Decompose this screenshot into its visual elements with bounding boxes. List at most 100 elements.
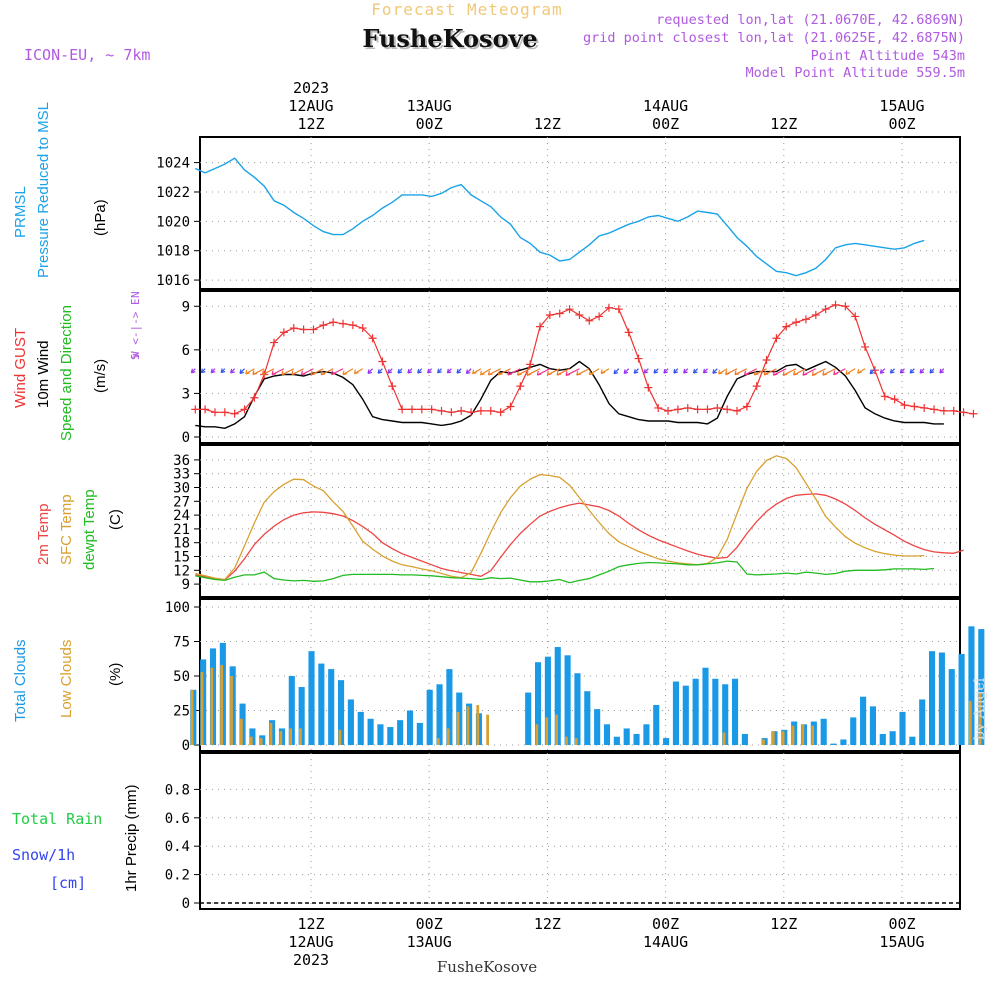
low-cloud-bar: [259, 738, 263, 745]
wind-arrow-head: [320, 370, 326, 376]
temp-label-2: SFC Temp: [58, 494, 75, 565]
low-cloud-bar: [220, 664, 224, 745]
total-cloud-bar: [731, 678, 739, 745]
low-cloud-bar: [978, 692, 982, 745]
wind-arrow-head: [397, 368, 403, 374]
total-cloud-bar: [603, 724, 611, 745]
temp-sfc-line: [195, 455, 925, 581]
total-cloud-bar: [879, 733, 886, 745]
gust-marker: [496, 408, 505, 417]
pressure-frame: [199, 136, 961, 290]
total-cloud-bar: [584, 691, 591, 745]
pressure-ytick-label: 1018: [156, 244, 190, 260]
compass-north: N: [129, 291, 142, 298]
gust-marker: [880, 392, 889, 401]
low-cloud-bar: [545, 717, 549, 745]
total-cloud-bar: [594, 709, 601, 745]
wind-arrow-head: [281, 370, 287, 376]
gust-marker: [220, 408, 229, 417]
wind-arrow-head: [643, 368, 649, 374]
total-cloud-bar: [574, 673, 581, 745]
gust-marker: [289, 324, 298, 333]
total-cloud-bar: [889, 731, 896, 745]
time-label: 00Z: [652, 115, 679, 133]
gust-marker: [920, 403, 929, 412]
total-cloud-bar: [436, 684, 443, 745]
temperature-ytick-label: 30: [173, 481, 190, 497]
wind-arrow-head: [220, 368, 226, 374]
total-cloud-bar: [741, 733, 748, 745]
time-label: 2023: [293, 951, 329, 969]
cloud-panel-labels: Total Clouds Low Clouds (%): [12, 639, 124, 722]
wind-arrow-head: [546, 370, 552, 376]
wind-arrow-head: [261, 370, 267, 376]
low-cloud-bar: [555, 714, 558, 745]
wind-arrow-head: [653, 368, 659, 374]
wind-label-3: Speed and Direction: [58, 305, 75, 441]
low-cloud-bar: [200, 671, 204, 745]
wind-arrow-head: [673, 368, 678, 374]
wind-panel-labels: Wind GUST 10m Wind Speed and Direction (…: [12, 291, 142, 441]
wind-arrow-head: [725, 370, 730, 376]
wind-ytick-label: 3: [182, 386, 190, 402]
gust-marker: [673, 405, 682, 414]
pressure-ytick-label: 1024: [156, 156, 190, 172]
wind-arrow-head: [692, 368, 698, 374]
total-cloud-bar: [850, 717, 857, 745]
wind-arrow-head: [734, 370, 740, 376]
wind-arrow-head: [717, 369, 723, 375]
wind-arrow-head: [342, 370, 348, 376]
gust-marker: [230, 409, 239, 418]
low-cloud-bar: [722, 732, 726, 745]
total-cloud-bar: [613, 736, 620, 745]
info-line-3: Point Altitude 543m: [811, 48, 965, 64]
gust-marker: [930, 405, 939, 414]
info-line-4: Model Point Altitude 559.5m: [746, 65, 965, 81]
total-cloud-bar: [702, 667, 709, 745]
wind-arrow-head: [565, 371, 571, 377]
wind-arrow-head: [822, 370, 827, 376]
total-cloud-bar: [416, 722, 423, 745]
precip-ytick-label: 0.4: [165, 839, 190, 855]
top-title: Forecast Meteogram: [371, 0, 562, 19]
total-cloud-bar: [357, 711, 364, 745]
gust-marker: [427, 405, 436, 414]
time-label: 15AUG: [879, 97, 924, 115]
low-cloud-bar: [269, 722, 273, 745]
gust-marker: [762, 356, 771, 365]
place-title-front: FusheKosove: [362, 24, 537, 53]
gust-marker: [575, 310, 584, 319]
wind-arrow-head: [833, 370, 838, 376]
gust-marker: [939, 406, 948, 415]
wind-arrow-head: [367, 369, 373, 375]
low-cloud-bar: [771, 731, 775, 745]
wind-arrow-head: [526, 371, 532, 376]
gust-marker: [526, 360, 535, 369]
time-label: 00Z: [888, 915, 915, 933]
gust-marker: [792, 318, 801, 327]
precip-legend-snow: Snow/1h: [12, 846, 75, 864]
total-cloud-bar: [948, 669, 955, 745]
wind-arrow-head: [899, 368, 905, 374]
wind-arrow-head: [252, 370, 258, 376]
low-cloud-bar: [801, 724, 805, 745]
cloud-label-2: Low Clouds: [58, 640, 75, 718]
gust-marker: [358, 324, 367, 333]
wind-arrow-head: [230, 368, 235, 374]
gust-marker: [782, 322, 791, 331]
gust-marker: [644, 383, 653, 392]
low-cloud-bar: [762, 739, 765, 745]
wind-ytick-label: 0: [182, 430, 190, 446]
gust-marker: [959, 408, 968, 417]
total-cloud-bar: [938, 652, 945, 745]
gust-marker: [654, 403, 663, 412]
wind-arrow-head: [772, 371, 778, 376]
temp-2m-line: [195, 493, 964, 581]
wind-arrow-head: [919, 368, 925, 374]
wind-arrow-head: [245, 369, 250, 375]
gust-marker: [821, 305, 830, 314]
clouds-ytick-label: 50: [173, 669, 190, 685]
gust-marker: [900, 401, 909, 410]
time-label: 13AUG: [407, 97, 452, 115]
